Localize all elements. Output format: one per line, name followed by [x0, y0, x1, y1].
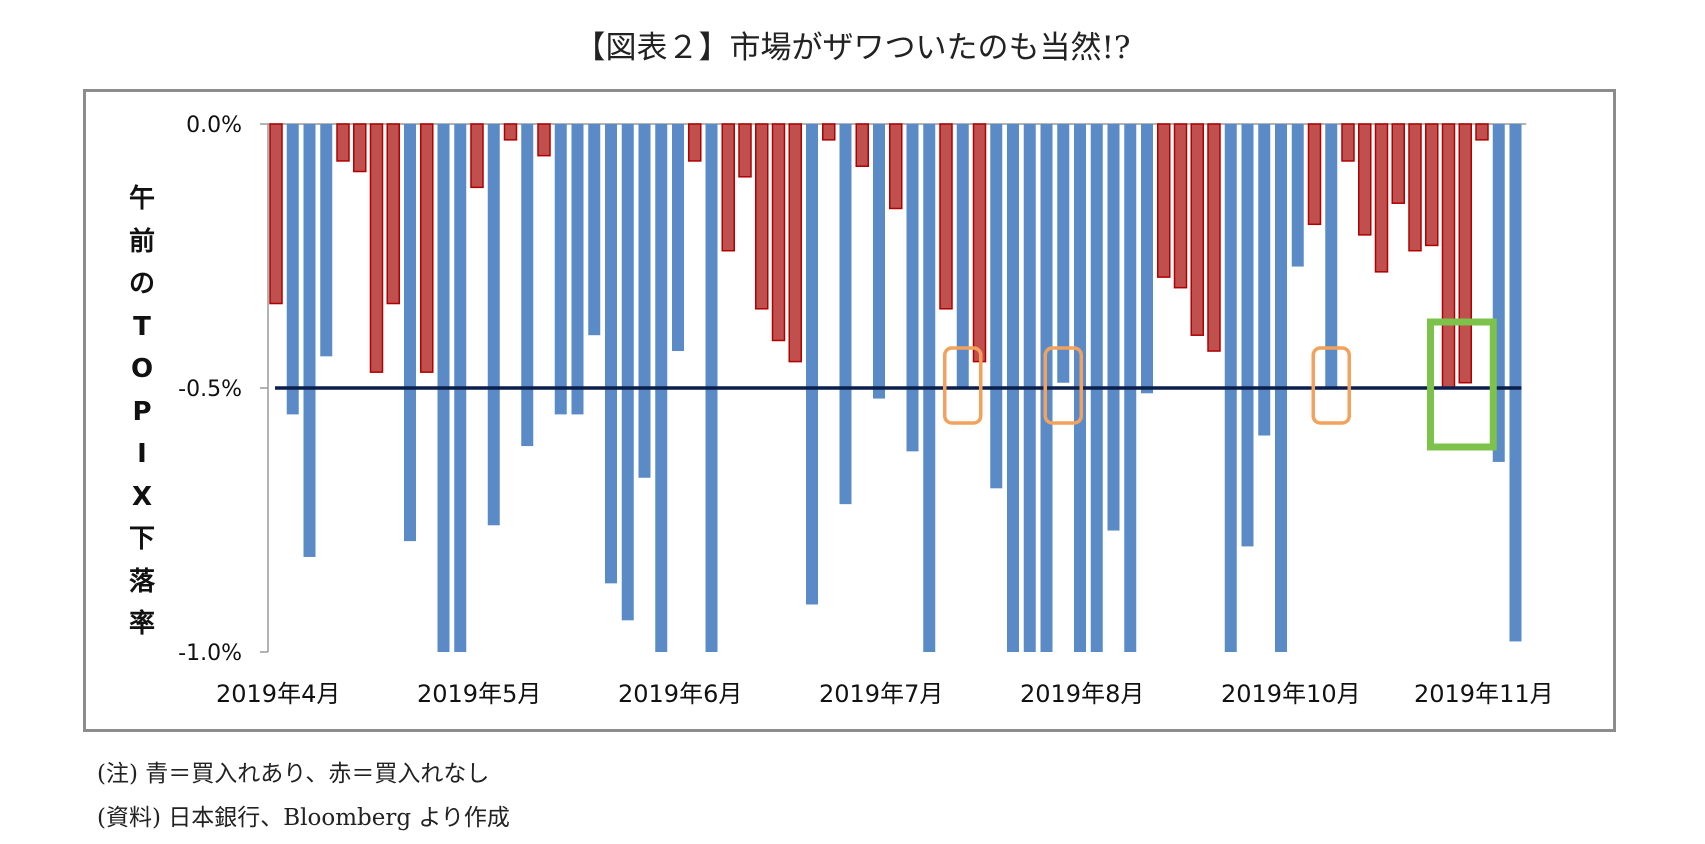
bar-buy	[1258, 124, 1271, 436]
bar-buy	[1509, 124, 1522, 642]
bar-buy	[286, 124, 299, 415]
bar-buy	[906, 124, 919, 452]
bar-buy	[1241, 124, 1254, 547]
note-source: (資料) 日本銀行、Bloomberg より作成	[97, 805, 510, 831]
bar-buy	[1057, 124, 1070, 383]
highlight-box-green	[1427, 318, 1497, 451]
y-axis-label-char: の	[128, 269, 155, 299]
bar-no-buy	[771, 123, 786, 342]
bar-no-buy	[470, 123, 484, 189]
bar-no-buy	[1173, 123, 1188, 289]
bar-no-buy	[353, 123, 367, 173]
y-tick-label: -1.0%	[178, 641, 242, 666]
highlight-box-orange	[943, 346, 983, 425]
bar-buy	[806, 124, 818, 605]
chart-frame	[83, 89, 1616, 732]
bar-buy	[873, 124, 885, 399]
bar-no-buy	[1190, 123, 1204, 336]
y-axis-label-char: 下	[128, 524, 155, 554]
bar-no-buy	[269, 123, 283, 305]
bar-no-buy	[1391, 123, 1405, 204]
bar-buy	[571, 124, 584, 415]
bar-no-buy	[1157, 123, 1171, 278]
bar-buy	[621, 124, 634, 621]
x-month-label: 2019年7月	[819, 680, 943, 708]
chart-title: 【図表２】市場がザワついたのも当然!?	[574, 30, 1131, 66]
y-tick-label: 0.0%	[186, 113, 242, 138]
bar-no-buy	[1341, 123, 1355, 162]
bar-no-buy	[1408, 123, 1422, 252]
bar-buy	[605, 124, 617, 584]
bar-no-buy	[721, 123, 735, 252]
bar-buy	[956, 124, 969, 388]
bar-no-buy	[1425, 123, 1439, 247]
bar-buy	[487, 124, 500, 526]
bar-buy	[1141, 124, 1153, 394]
highlight-box-orange	[1311, 346, 1351, 425]
bar-buy	[320, 124, 333, 357]
bar-no-buy	[420, 123, 434, 373]
x-month-label: 2019年8月	[1020, 680, 1144, 708]
bar-no-buy	[1307, 123, 1322, 226]
x-month-label: 2019年5月	[417, 680, 541, 708]
bar-no-buy	[738, 123, 752, 178]
bar-buy	[1291, 124, 1304, 267]
y-axis-label-char: 落	[128, 566, 155, 597]
bar-buy	[638, 124, 651, 478]
bar-no-buy	[503, 123, 518, 141]
bar-buy	[554, 124, 567, 415]
bar-no-buy	[1374, 123, 1389, 273]
y-axis-label-char: 前	[128, 226, 155, 257]
bar-no-buy	[755, 123, 769, 310]
bar-no-buy	[972, 123, 987, 363]
bar-buy	[1107, 124, 1120, 531]
bar-no-buy	[688, 123, 702, 162]
bar-no-buy	[1475, 123, 1489, 141]
y-axis-label-char: O	[130, 354, 154, 384]
x-month-label: 2019年10月	[1221, 680, 1361, 708]
bar-no-buy	[822, 123, 836, 141]
x-month-label: 2019年4月	[216, 680, 340, 708]
bar-no-buy	[939, 123, 953, 310]
y-axis-label-char: T	[133, 311, 151, 342]
chart-notes: (注) 青＝買入れあり、赤＝買入れなし (資料) 日本銀行、Bloomberg …	[97, 752, 510, 840]
bar-no-buy	[537, 123, 551, 157]
x-month-label: 2019年6月	[618, 680, 742, 708]
bar-no-buy	[855, 123, 869, 167]
highlight-box-orange	[1043, 346, 1083, 425]
bar-buy	[404, 124, 416, 542]
y-axis-label-char: I	[137, 439, 147, 469]
bar-buy	[588, 124, 601, 336]
y-axis-label-char: P	[132, 396, 152, 427]
bar-buy	[521, 124, 534, 447]
y-tick-label: -0.5%	[178, 377, 242, 402]
x-month-label: 2019年11月	[1414, 680, 1554, 708]
bar-no-buy	[1207, 123, 1221, 352]
bar-no-buy	[369, 123, 384, 373]
note-legend: (注) 青＝買入れあり、赤＝買入れなし	[97, 761, 490, 787]
bar-no-buy	[1458, 123, 1472, 384]
y-axis-label-char: X	[131, 481, 153, 512]
bar-no-buy	[1358, 123, 1372, 236]
bar-buy	[990, 124, 1003, 489]
bar-buy	[1325, 124, 1338, 388]
bar-no-buy	[336, 123, 350, 162]
bar-buy	[303, 124, 316, 557]
bar-no-buy	[386, 123, 400, 305]
bar-buy	[672, 124, 684, 352]
bar-no-buy	[788, 123, 802, 363]
y-axis-label-char: 午	[128, 184, 155, 214]
bar-no-buy	[889, 123, 903, 210]
bar-no-buy	[1441, 123, 1456, 389]
y-axis-label-char: 率	[128, 609, 155, 639]
bar-buy	[839, 124, 852, 505]
